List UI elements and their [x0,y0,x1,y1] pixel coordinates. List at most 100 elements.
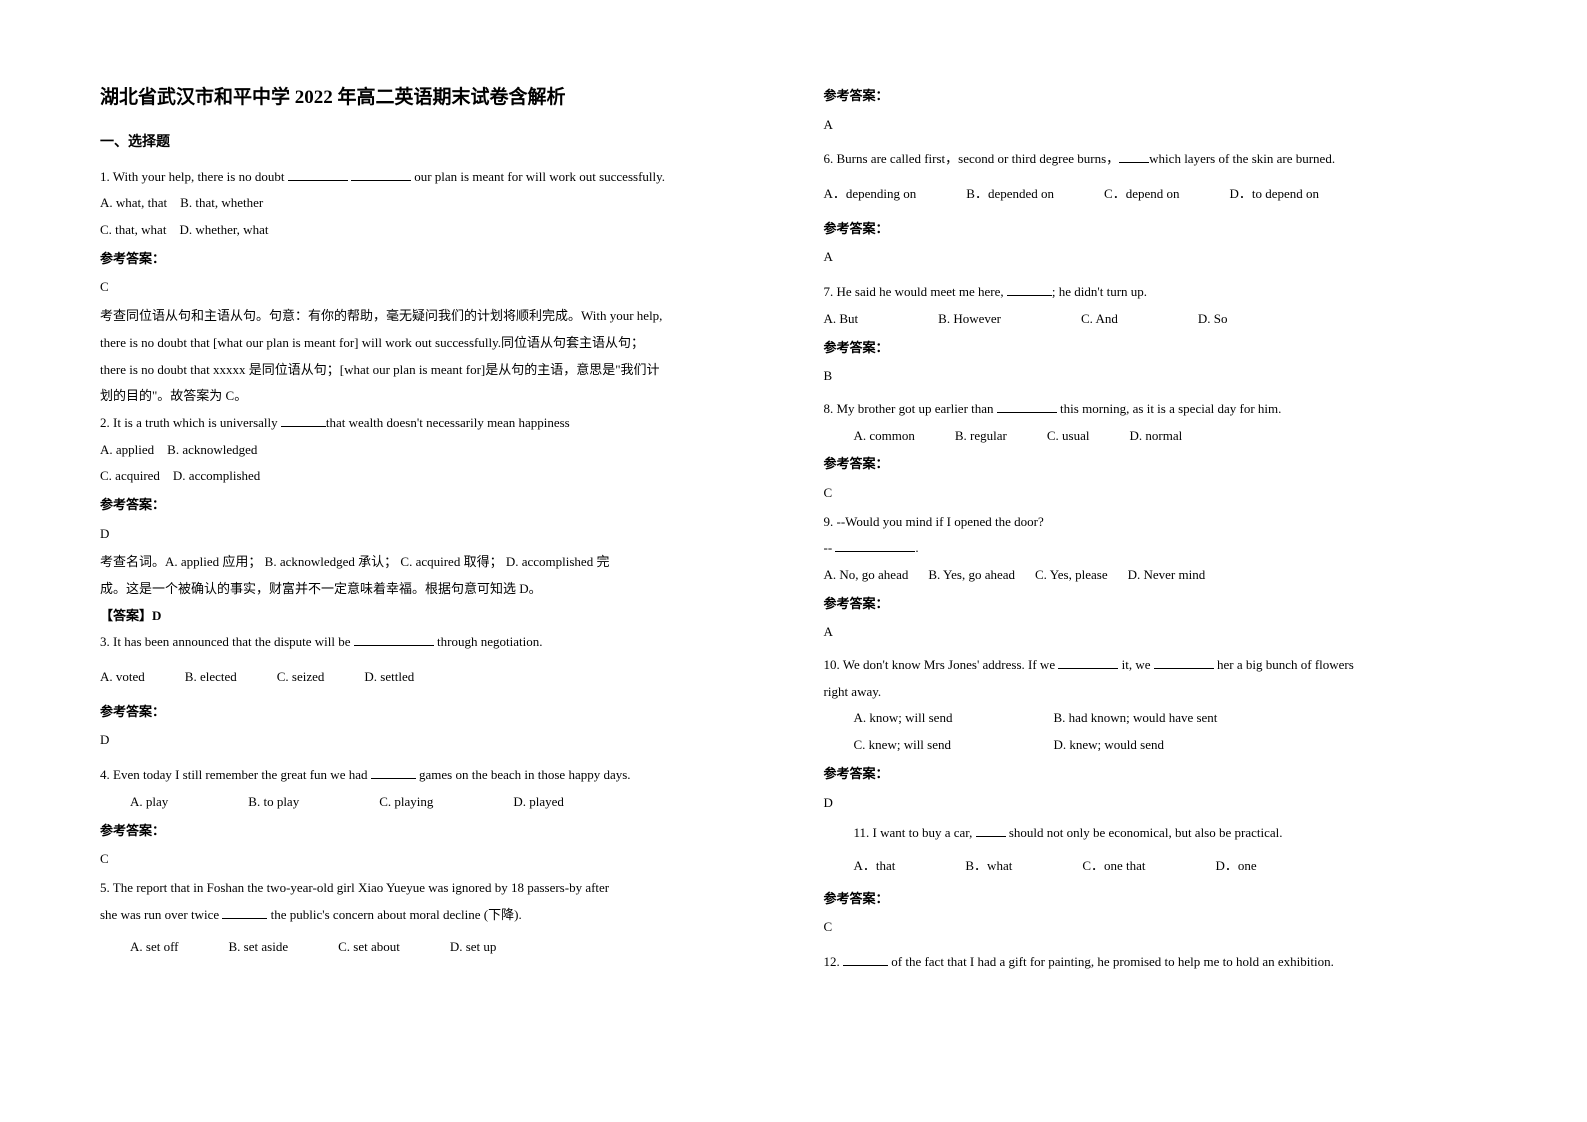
q11-opt-b: B．what [965,854,1012,879]
q11-opt-c: C．one that [1082,854,1145,879]
q4-stem-a: 4. Even today I still remember the great… [100,767,371,782]
blank [288,168,348,181]
blank [281,414,326,427]
q8-stem-b: this morning, as it is a special day for… [1057,401,1282,416]
q7-answer: B [824,364,1488,389]
q8-stem: 8. My brother got up earlier than this m… [824,397,1488,422]
q7-opt-a: A. But [824,307,859,332]
q5-opt-b: B. set aside [229,935,289,960]
q11-stem-a: 11. I want to buy a car, [854,825,976,840]
q2-opt-b: B. acknowledged [167,442,257,457]
q3-stem: 3. It has been announced that the disput… [100,630,764,655]
q3-options: A. voted B. elected C. seized D. settled [100,665,764,690]
q4-stem-b: games on the beach in those happy days. [416,767,631,782]
q9-stem2a: -- [824,540,836,555]
q8-options: A. common B. regular C. usual D. normal [824,424,1488,449]
q3-answer: D [100,728,764,753]
right-column: 参考答案： A 6. Burns are called first，second… [824,80,1488,977]
q5-opt-a: A. set off [130,935,179,960]
q2-options-row2: C. acquired D. accomplished [100,464,764,489]
q5-opt-c: C. set about [338,935,400,960]
q2-exp1: 考查名词。A. applied 应用； B. acknowledged 承认； … [100,550,764,575]
q7-stem-a: 7. He said he would meet me here, [824,284,1007,299]
q10-stem-a: 10. We don't know Mrs Jones' address. If… [824,657,1059,672]
q3-opt-b: B. elected [185,665,237,690]
q3-opt-c: C. seized [277,665,325,690]
blank [835,540,915,553]
q9-stem: 9. --Would you mind if I opened the door… [824,510,1488,535]
q9-opt-b: B. Yes, go ahead [928,563,1015,588]
q2-opt-a: A. applied [100,442,154,457]
q12-stem-b: of the fact that I had a gift for painti… [888,954,1334,969]
q1-options-row1: A. what, that B. that, whether [100,191,764,216]
q8-answer: C [824,481,1488,506]
blank [1154,656,1214,669]
q6-stem-b: which layers of the skin are burned. [1149,151,1335,166]
q9-opt-a: A. No, go ahead [824,563,909,588]
blank [371,766,416,779]
q4-opt-c: C. playing [379,790,433,815]
blank [976,825,1006,838]
q2-stem-b: that wealth doesn't necessarily mean hap… [326,415,570,430]
q2-answer: D [100,522,764,547]
blank [222,906,267,919]
q7-options: A. But B. However C. And D. So [824,307,1488,332]
q6-answer: A [824,245,1488,270]
exam-page: 湖北省武汉市和平中学 2022 年高二英语期末试卷含解析 一、选择题 1. Wi… [0,0,1587,1017]
answer-label: 参考答案： [824,217,1488,242]
blank [1058,656,1118,669]
exam-title: 湖北省武汉市和平中学 2022 年高二英语期末试卷含解析 [100,80,764,116]
answer-label: 参考答案： [824,762,1488,787]
q10-stem-b: it, we [1118,657,1153,672]
q1-answer: C [100,275,764,300]
q8-stem-a: 8. My brother got up earlier than [824,401,997,416]
q5-stem-line2: she was run over twice the public's conc… [100,903,764,928]
q10-opt-a: A. know; will send [854,706,1054,731]
q8-opt-b: B. regular [955,424,1007,449]
q1-stem-b: our plan is meant for will work out succ… [411,169,665,184]
q3-stem-a: 3. It has been announced that the disput… [100,634,354,649]
q2-exp2: 成。这是一个被确认的事实，财富并不一定意味着幸福。根据句意可知选 D。 [100,577,764,602]
answer-label: 参考答案： [824,452,1488,477]
blank [351,168,411,181]
q10-opt-d: D. knew; would send [1054,737,1165,752]
q4-opt-d: D. played [513,790,564,815]
q1-exp2: there is no doubt that [what our plan is… [100,331,764,356]
q11-stem: 11. I want to buy a car, should not only… [824,821,1488,846]
q6-stem-a: 6. Burns are called first，second or thir… [824,151,1120,166]
q6-opt-a: A．depending on [824,182,917,207]
q1-stem-a: 1. With your help, there is no doubt [100,169,288,184]
answer-label: 参考答案： [100,819,764,844]
q7-opt-b: B. However [938,307,1001,332]
answer-label: 参考答案： [100,493,764,518]
q10-opt-b: B. had known; would have sent [1054,710,1218,725]
q1-options-row2: C. that, what D. whether, what [100,218,764,243]
q1-opt-d: D. whether, what [179,222,268,237]
q9-opt-c: C. Yes, please [1035,563,1108,588]
blank [843,953,888,966]
q9-opt-d: D. Never mind [1128,563,1206,588]
blank [1119,151,1149,164]
q1-stem: 1. With your help, there is no doubt our… [100,165,764,190]
q12-stem: 12. of the fact that I had a gift for pa… [824,950,1488,975]
q7-stem: 7. He said he would meet me here, ; he d… [824,280,1488,305]
q4-opt-a: A. play [130,790,168,815]
q3-opt-a: A. voted [100,665,145,690]
q2-opt-c: C. acquired [100,468,160,483]
q11-options: A．that B．what C．one that D．one [824,854,1488,879]
q3-opt-d: D. settled [364,665,414,690]
answer-label: 参考答案： [100,247,764,272]
q5-stem-line1: 5. The report that in Foshan the two-yea… [100,876,764,901]
left-column: 湖北省武汉市和平中学 2022 年高二英语期末试卷含解析 一、选择题 1. Wi… [100,80,764,977]
q6-options: A．depending on B．depended on C．depend on… [824,182,1488,207]
q9-answer: A [824,620,1488,645]
q11-stem-b: should not only be economical, but also … [1006,825,1283,840]
q5-stem2b: the public's concern about moral decline… [267,907,521,922]
blank [1007,283,1052,296]
q7-stem-b: ; he didn't turn up. [1052,284,1147,299]
q11-answer: C [824,915,1488,940]
section-heading: 一、选择题 [100,130,764,157]
q1-opt-b: B. that, whether [180,195,263,210]
q8-opt-c: C. usual [1047,424,1090,449]
answer-block: 【答案】D [100,604,764,629]
